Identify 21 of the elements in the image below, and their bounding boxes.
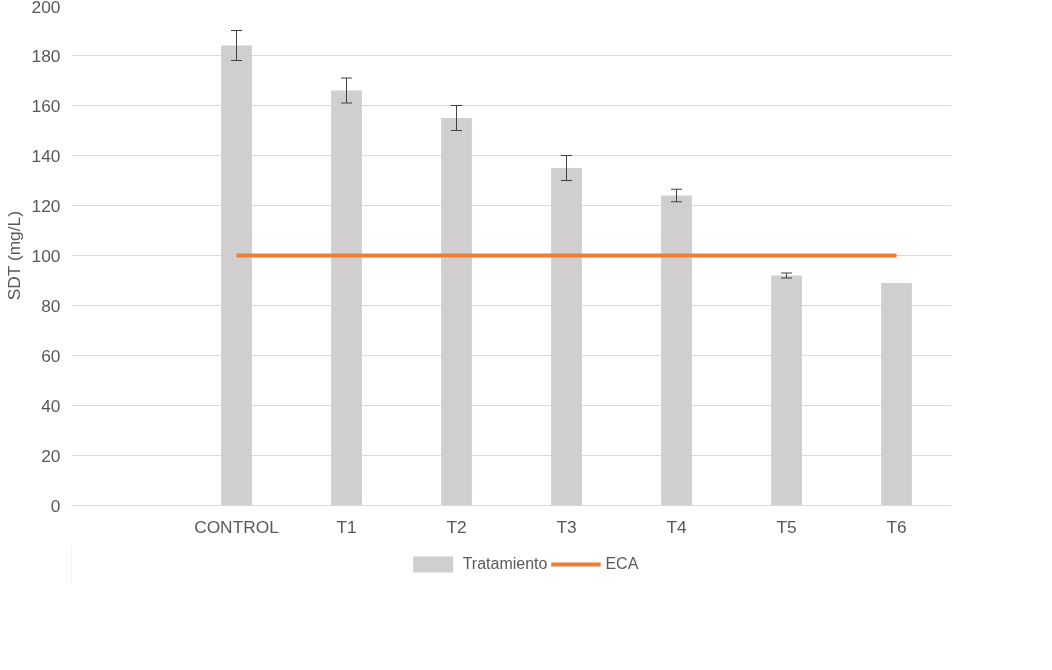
y-tick-label: 100 [31, 245, 61, 266]
y-tick-label: 60 [41, 345, 61, 366]
y-tick-label: 0 [50, 495, 61, 516]
x-tick-label: T2 [446, 516, 467, 537]
y-tick-label: 40 [41, 395, 61, 416]
y-tick-label: 20 [41, 445, 61, 466]
y-tick-label: 80 [41, 295, 61, 316]
x-tick-label: T4 [666, 516, 687, 537]
x-tick-label: T1 [336, 516, 357, 537]
x-tick-label: T3 [556, 516, 577, 537]
y-tick-label: 140 [31, 145, 61, 166]
legend-label: ECA [605, 555, 639, 573]
x-tick-label: T6 [886, 516, 907, 537]
y-tick-label: 120 [31, 195, 61, 216]
y-axis-title: SDT (mg/L) [3, 211, 24, 301]
y-tick-label: 160 [31, 95, 61, 116]
y-tick-label: 200 [31, 0, 61, 17]
x-tick-label: T5 [776, 516, 797, 537]
x-tick-label: CONTROL [194, 516, 280, 537]
legend-label: Tratamiento [462, 555, 548, 573]
y-tick-label: 180 [31, 45, 61, 66]
